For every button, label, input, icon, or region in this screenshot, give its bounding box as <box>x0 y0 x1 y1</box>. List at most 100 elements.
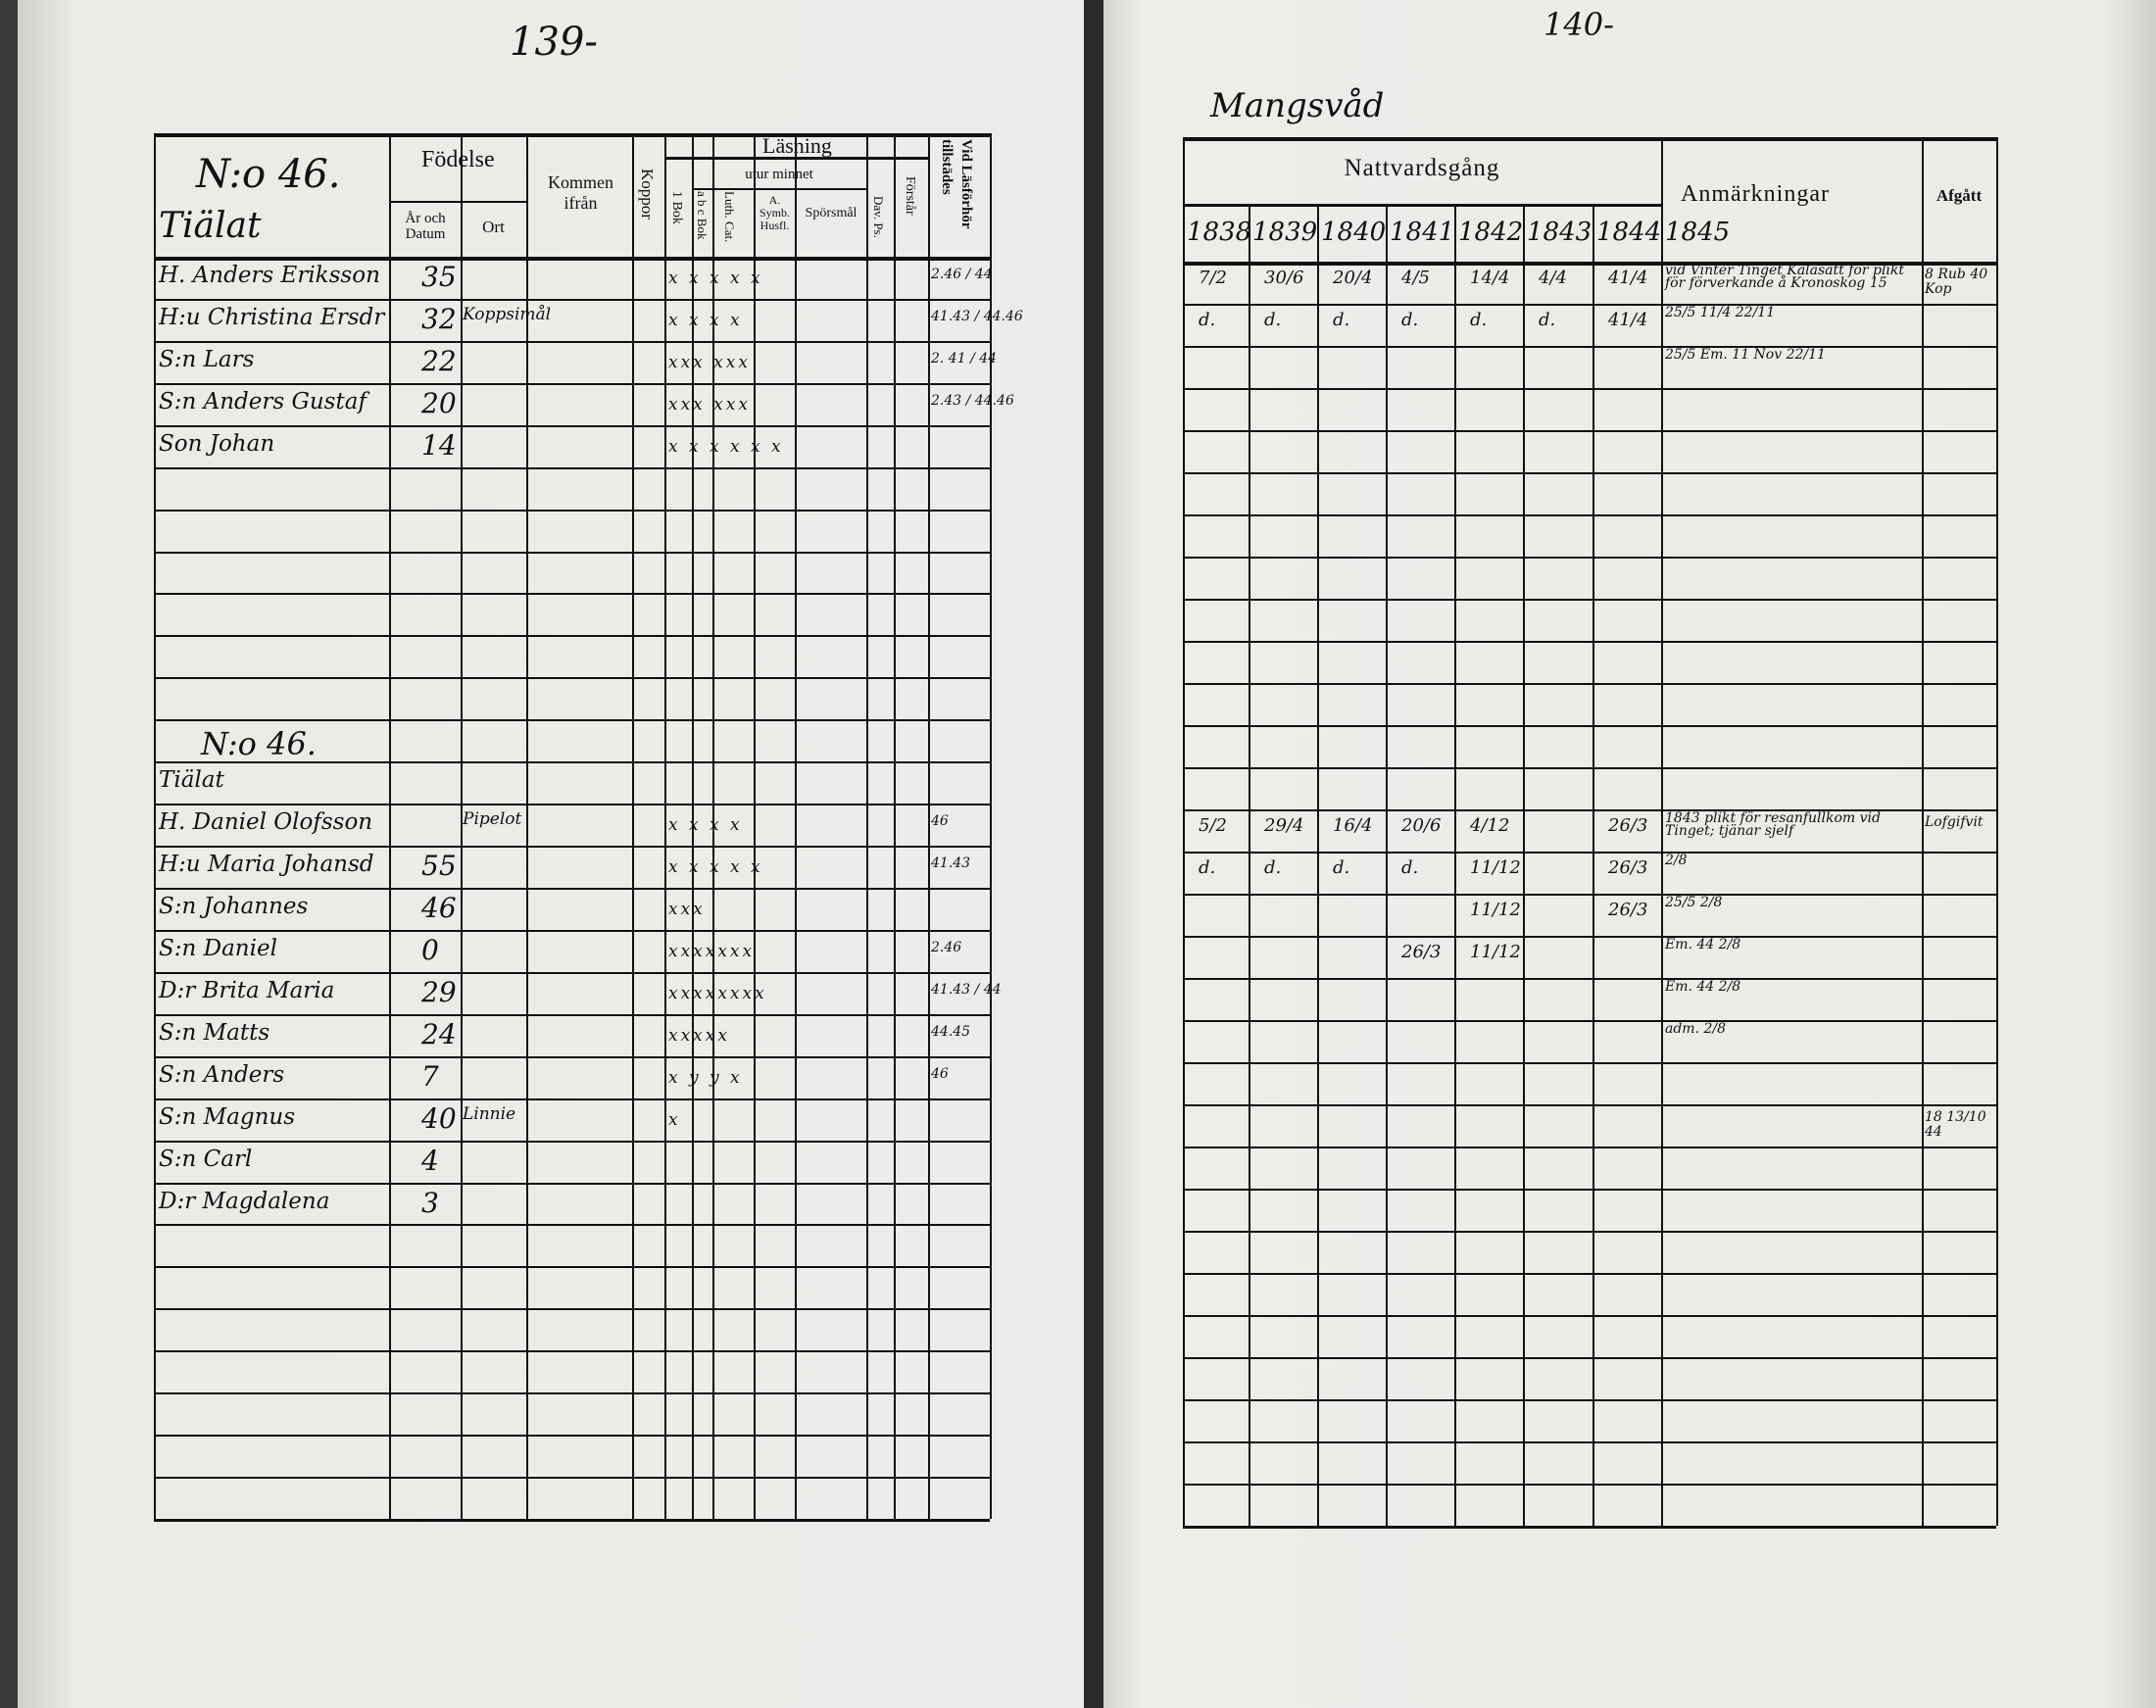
communion-date: 41/4 <box>1608 310 1648 330</box>
book-edge <box>0 0 18 1708</box>
row-rule <box>154 1224 990 1227</box>
household-place: Tiälat <box>159 206 262 246</box>
header-questions: Spörsmål <box>805 206 858 220</box>
row-rule <box>1183 430 1996 432</box>
column-rule <box>928 133 930 1519</box>
remark-text: 25/5 2/8 <box>1665 895 1723 910</box>
attendance-years: 44.45 <box>931 1023 971 1040</box>
person-name: S:n Johannes <box>159 894 309 919</box>
column-rule <box>712 133 714 1519</box>
communion-date: 20/4 <box>1333 268 1373 288</box>
row-rule <box>1183 304 1996 306</box>
reading-marks: xxxxxxxx <box>668 983 767 1003</box>
communion-date: 29/4 <box>1264 815 1304 836</box>
column-rule <box>1183 137 1185 1526</box>
birth-place: Koppsimål <box>463 304 552 324</box>
communion-date: d. <box>1333 310 1350 330</box>
birth-year: 29 <box>421 975 457 1008</box>
header-year: 1839 <box>1252 218 1318 247</box>
header-remarks: Anmärkningar <box>1681 181 1830 207</box>
communion-date: d. <box>1401 857 1419 878</box>
row-rule <box>1183 1273 1996 1275</box>
person-name: H. Daniel Olofsson <box>159 809 373 836</box>
communion-date: 30/6 <box>1264 268 1304 288</box>
communion-date: 26/3 <box>1608 900 1648 920</box>
column-rule <box>664 133 666 1519</box>
row-rule <box>1183 514 1996 516</box>
birth-year: 3 <box>421 1186 439 1219</box>
birth-year: 40 <box>421 1101 457 1135</box>
row-rule <box>154 340 990 343</box>
communion-date: d. <box>1264 310 1282 330</box>
remark-text: adm. 2/8 <box>1665 1021 1727 1037</box>
communion-date: d. <box>1539 310 1556 330</box>
person-name: S:n Anders Gustaf <box>159 388 367 415</box>
person-name: Son Johan <box>159 430 275 457</box>
table-bottom-rule <box>1183 1526 1996 1529</box>
attendance-years: 46 <box>931 1065 949 1082</box>
column-rule <box>632 133 634 1519</box>
communion-date: d. <box>1470 310 1488 330</box>
header-symb: A. Symb. Husfl. <box>759 193 790 232</box>
row-rule <box>154 382 990 385</box>
row-rule <box>1183 936 1996 938</box>
header-communion: Nattvardsgång <box>1344 155 1500 181</box>
reading-marks: x x x x x <box>668 857 763 878</box>
row-rule <box>154 1182 990 1185</box>
row-rule <box>154 1055 990 1058</box>
communion-date: 5/2 <box>1199 815 1227 836</box>
communion-date: d. <box>1264 857 1282 878</box>
reading-marks: x x x x x <box>668 268 763 288</box>
header-book1: 1 Bok <box>669 191 684 224</box>
row-rule <box>154 719 990 722</box>
column-rule <box>1922 137 1924 1526</box>
row-rule <box>154 888 990 890</box>
remark-text: 25/5 Em. 11 Nov 22/11 <box>1665 347 1826 363</box>
communion-date: 7/2 <box>1199 268 1227 288</box>
right-page-number: 140- <box>1544 6 1614 43</box>
person-name: S:n Magnus <box>159 1103 296 1130</box>
header-smallpox: Koppor <box>638 169 657 220</box>
attendance-years: 2.43 / 44.46 <box>931 392 1014 409</box>
row-rule <box>154 1435 990 1438</box>
person-name: S:n Matts <box>159 1019 270 1046</box>
row-rule <box>154 677 990 680</box>
row-rule <box>1183 1062 1996 1064</box>
remark-text: Em. 44 2/8 <box>1665 937 1741 952</box>
header-abc-book: a b c Bok <box>695 191 710 240</box>
column-rule <box>1523 204 1525 1526</box>
row-rule <box>154 761 990 764</box>
reading-marks: x y y x <box>668 1067 743 1088</box>
person-name: D:r Magdalena <box>159 1188 330 1214</box>
attendance-years: 2.46 <box>931 939 962 955</box>
row-rule <box>154 1098 990 1100</box>
birth-year: 0 <box>421 933 439 966</box>
reading-marks: xxxxxxx <box>668 941 756 961</box>
attendance-years: 41.43 <box>931 855 971 872</box>
communion-date: 11/12 <box>1470 900 1521 920</box>
row-rule <box>154 466 990 469</box>
reading-marks: xxx <box>668 900 706 919</box>
reading-marks: x <box>668 1109 681 1130</box>
departed-note: 8 Rub 40 Kop <box>1925 267 1988 297</box>
row-rule <box>154 971 990 974</box>
row-rule <box>1183 1484 1996 1486</box>
row-rule <box>154 593 990 596</box>
attendance-years: 46 <box>931 813 949 830</box>
row-rule <box>1183 894 1996 896</box>
row-rule <box>154 1266 990 1269</box>
reading-subheader-rule <box>664 157 928 160</box>
attendance-years: 41.43 / 44.46 <box>931 308 1023 324</box>
communion-date: 4/4 <box>1539 268 1567 288</box>
left-page-number: 139- <box>510 20 598 65</box>
column-rule <box>1996 137 1998 1526</box>
birth-place: Pipelot <box>463 809 522 830</box>
birth-year: 24 <box>421 1017 457 1050</box>
row-rule <box>1183 767 1996 769</box>
header-departed: Afgått <box>1936 186 1983 205</box>
column-rule <box>1386 204 1388 1526</box>
departed-note: 18 13/10 44 <box>1925 1109 1986 1140</box>
communion-date: d. <box>1199 310 1216 330</box>
header-attended: Vid Läsförhör tillstädes <box>939 139 974 229</box>
header-by-heart: utur minnet <box>745 167 813 182</box>
